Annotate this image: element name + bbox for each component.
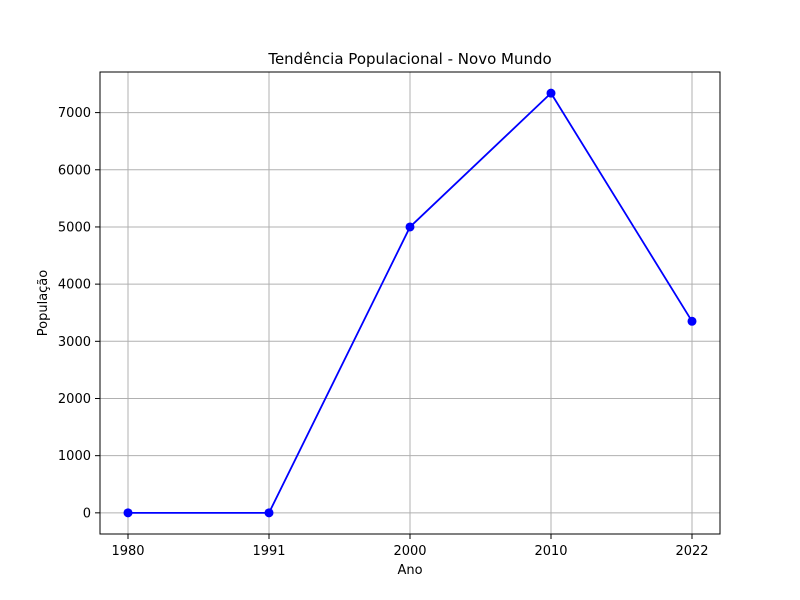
y-tick-label: 4000 bbox=[58, 278, 91, 293]
y-tick-label: 1000 bbox=[58, 449, 91, 464]
x-tick-label: 2010 bbox=[534, 544, 567, 559]
x-tick-label: 2022 bbox=[675, 544, 708, 559]
data-point bbox=[123, 508, 133, 518]
y-tick-label: 6000 bbox=[58, 163, 91, 178]
y-axis-label: População bbox=[36, 270, 51, 337]
data-point bbox=[687, 316, 697, 326]
grid bbox=[100, 72, 720, 534]
y-tick-labels: 0 1000 2000 3000 4000 5000 6000 7000 bbox=[58, 106, 91, 521]
x-axis-label: Ano bbox=[397, 563, 422, 578]
x-tick-label: 1980 bbox=[111, 544, 144, 559]
data-point bbox=[264, 508, 274, 518]
y-tick-label: 5000 bbox=[58, 220, 91, 235]
y-tick-label: 2000 bbox=[58, 392, 91, 407]
x-tick-labels: 1980 1991 2000 2010 2022 bbox=[111, 544, 708, 559]
chart-title: Tendência Populacional - Novo Mundo bbox=[267, 50, 551, 68]
x-tick-label: 2000 bbox=[393, 544, 426, 559]
series-layer bbox=[123, 88, 697, 518]
y-tick-label: 7000 bbox=[58, 106, 91, 121]
axis-ticks bbox=[95, 112, 693, 539]
y-tick-label: 3000 bbox=[58, 335, 91, 350]
y-tick-label: 0 bbox=[83, 506, 91, 521]
x-tick-label: 1991 bbox=[252, 544, 285, 559]
data-point bbox=[546, 88, 556, 98]
data-point bbox=[405, 222, 415, 232]
